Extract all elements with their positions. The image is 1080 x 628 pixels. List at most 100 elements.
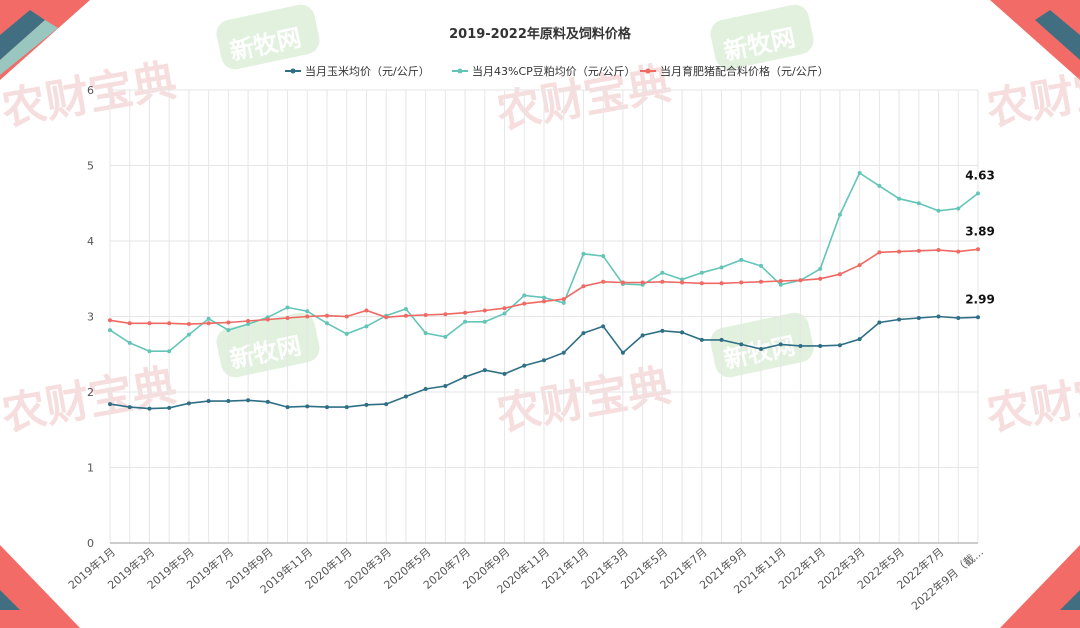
data-point <box>936 208 941 213</box>
data-point <box>403 306 408 311</box>
data-point <box>246 322 251 327</box>
data-point <box>660 270 665 275</box>
y-tick-label: 6 <box>87 84 94 97</box>
data-point <box>423 312 428 317</box>
data-point <box>226 328 231 333</box>
data-point <box>699 270 704 275</box>
data-point <box>167 349 172 354</box>
data-point <box>640 280 645 285</box>
data-point <box>837 212 842 217</box>
data-point <box>956 206 961 211</box>
data-point <box>601 324 606 329</box>
data-point <box>443 334 448 339</box>
data-point <box>561 297 566 302</box>
data-point <box>719 337 724 342</box>
data-point <box>108 318 112 323</box>
data-point <box>916 248 921 253</box>
data-point <box>561 300 566 305</box>
data-point <box>759 346 763 351</box>
y-tick-label: 3 <box>87 311 94 324</box>
data-point <box>620 350 625 355</box>
data-point <box>403 313 408 318</box>
data-point <box>719 281 724 286</box>
watermark-red: 农财宝典 <box>983 360 1080 441</box>
data-point <box>542 299 546 304</box>
data-point <box>325 405 329 410</box>
corner-decor-bottom-left <box>0 545 80 628</box>
legend-marker <box>457 68 463 74</box>
data-point <box>246 319 251 324</box>
data-point <box>364 308 369 313</box>
data-point <box>818 276 823 281</box>
data-point <box>897 196 902 201</box>
data-point <box>976 191 980 196</box>
data-point <box>147 349 152 354</box>
data-point <box>857 263 862 268</box>
data-point <box>699 281 704 286</box>
data-point <box>778 282 783 287</box>
data-point <box>186 322 191 327</box>
end-data-label: 3.89 <box>965 224 995 238</box>
watermark-green-badge <box>710 4 814 70</box>
data-point <box>167 405 172 410</box>
data-point <box>877 183 882 188</box>
y-tick-label: 4 <box>87 235 94 248</box>
data-point <box>246 398 251 403</box>
data-point <box>857 171 862 176</box>
data-point <box>167 321 172 326</box>
data-point <box>443 312 448 317</box>
y-tick-label: 1 <box>87 462 94 475</box>
data-point <box>956 249 961 254</box>
data-point <box>916 316 921 321</box>
data-point <box>936 314 941 319</box>
data-point <box>759 263 763 268</box>
y-tick-label: 5 <box>87 160 94 173</box>
data-point <box>463 319 468 324</box>
data-point <box>818 343 823 348</box>
chart-title: 2019-2022年原料及饲料价格 <box>449 26 632 42</box>
data-point <box>463 374 468 379</box>
data-point <box>305 309 310 314</box>
data-point <box>206 321 211 326</box>
data-point <box>423 386 428 391</box>
data-point <box>877 320 882 325</box>
data-point <box>285 305 290 310</box>
data-point <box>285 405 290 410</box>
corner-decor-bottom-right <box>1000 545 1080 628</box>
data-point <box>305 404 310 409</box>
series-group: 3.89 <box>108 224 995 327</box>
data-point <box>522 301 527 306</box>
data-point <box>680 277 685 282</box>
data-point <box>581 331 586 336</box>
data-point <box>759 279 763 284</box>
data-point <box>522 293 527 298</box>
legend-item[interactable]: 当月育肥猪配合料价格（元/公斤） <box>640 64 829 78</box>
data-point <box>739 257 744 262</box>
data-point <box>206 399 211 404</box>
data-point <box>719 265 724 270</box>
data-point <box>660 328 665 333</box>
data-point <box>186 332 191 337</box>
data-point <box>443 383 448 388</box>
legend[interactable]: 当月玉米均价（元/公斤） 当月43%CP豆粕均价（元/公斤） 当月育肥猪配合料价格（… <box>285 64 829 78</box>
data-point <box>837 343 842 348</box>
data-point <box>798 278 803 283</box>
data-point <box>956 316 961 321</box>
legend-item[interactable]: 当月玉米均价（元/公斤） <box>285 64 430 78</box>
data-point <box>265 317 270 322</box>
data-point <box>542 358 546 363</box>
legend-item[interactable]: 当月43%CP豆粕均价（元/公斤） <box>452 64 635 78</box>
data-point <box>502 306 507 311</box>
data-point <box>897 249 902 254</box>
data-point <box>206 316 211 321</box>
legend-label: 当月育肥猪配合料价格（元/公斤） <box>660 64 829 78</box>
data-point <box>265 399 270 404</box>
y-tick-label: 0 <box>87 537 94 550</box>
end-data-label: 4.63 <box>965 168 995 182</box>
data-point <box>798 343 803 348</box>
data-point <box>127 405 132 410</box>
data-point <box>482 368 487 373</box>
data-point <box>226 399 231 404</box>
